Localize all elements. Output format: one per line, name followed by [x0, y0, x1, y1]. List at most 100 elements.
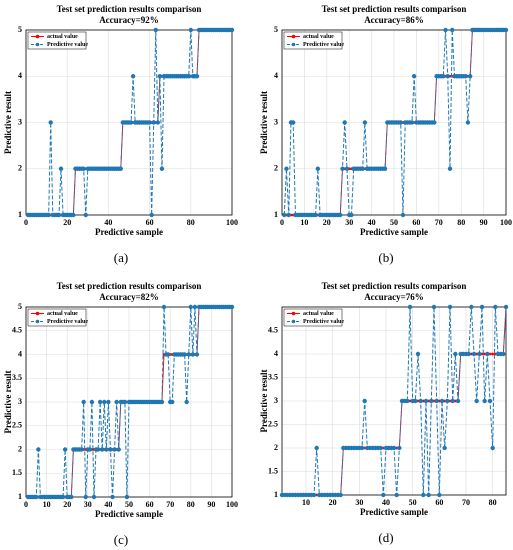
data-point [463, 74, 468, 79]
data-point [91, 494, 97, 500]
legend-marker [35, 42, 40, 47]
y-axis-label: Predictive result [3, 91, 13, 154]
x-tick-label: 0 [24, 500, 28, 509]
legend-marker [291, 42, 296, 47]
x-tick-label: 90 [207, 500, 215, 509]
x-tick-label: 20 [63, 218, 71, 227]
data-point [36, 447, 41, 452]
x-tick-label: 40 [104, 218, 112, 227]
data-point [311, 492, 317, 498]
data-point [338, 212, 343, 218]
data-point [487, 398, 493, 404]
y-tick-label: 2 [18, 444, 22, 453]
panel-label: (a) [114, 250, 128, 265]
data-point [282, 212, 287, 218]
x-tick-label: 40 [104, 500, 112, 509]
x-tick-label: 30 [355, 498, 363, 507]
data-point [165, 352, 171, 357]
data-point [58, 166, 64, 171]
plot-frame [281, 29, 507, 216]
y-tick-label: 2.5 [268, 419, 278, 428]
data-point [170, 399, 175, 405]
x-axis-label: Predictive sample [95, 509, 163, 519]
data-point [81, 399, 86, 405]
data-point [359, 445, 365, 451]
y-tick-label: 3.5 [268, 372, 278, 381]
data-point [442, 445, 447, 451]
data-point [128, 120, 134, 125]
x-tick-label: 20 [329, 498, 337, 507]
data-point [398, 120, 403, 125]
data-point [409, 120, 415, 125]
legend-label: Predictive value [303, 319, 344, 325]
x-tick-label: 60 [146, 500, 154, 509]
y-tick-label: 4 [18, 71, 22, 80]
chart-title: Test set prediction results comparison [322, 281, 467, 291]
data-point [434, 398, 439, 404]
x-tick-label: 30 [345, 218, 353, 227]
data-point [394, 492, 399, 498]
data-point [147, 120, 152, 125]
data-point [114, 399, 119, 405]
x-tick-label: 80 [457, 218, 465, 227]
legend-label: Predictive value [47, 42, 88, 48]
data-point [108, 447, 113, 452]
data-point [83, 212, 88, 218]
x-tick-label: 10 [300, 218, 308, 227]
y-tick-label: 2 [18, 164, 22, 173]
data-point [423, 398, 429, 404]
data-point [110, 494, 115, 500]
y-tick-label: 3 [274, 117, 278, 126]
data-point [192, 304, 198, 310]
y-tick-label: 4.5 [268, 325, 278, 334]
data-point [159, 166, 165, 171]
data-point [466, 351, 471, 357]
x-tick-label: 50 [125, 500, 133, 509]
data-point [89, 399, 95, 405]
x-tick-label: 10 [302, 498, 310, 507]
y-tick-label: 1.5 [12, 468, 22, 477]
data-point [503, 304, 509, 310]
y-tick-label: 5 [18, 25, 22, 34]
plot-area [282, 27, 509, 218]
data-point [34, 494, 39, 500]
data-point [445, 398, 450, 404]
data-point [491, 352, 495, 356]
x-tick-label: 100 [226, 218, 238, 227]
x-tick-label: 80 [187, 218, 195, 227]
y-tick-label: 4.5 [12, 326, 22, 335]
data-point [229, 304, 235, 310]
y-tick-label: 5 [18, 302, 22, 311]
x-tick-label: 40 [368, 218, 376, 227]
data-point [382, 166, 388, 171]
data-point [413, 398, 418, 404]
data-point [338, 492, 343, 498]
data-point [391, 445, 397, 451]
data-point [503, 27, 509, 33]
data-point [432, 120, 437, 125]
x-tick-label: 50 [409, 498, 417, 507]
data-point [95, 447, 101, 452]
data-point [81, 166, 86, 171]
data-point [124, 494, 130, 500]
plot-area [25, 27, 235, 218]
legend-marker [291, 34, 296, 39]
x-tick-label: 70 [462, 498, 470, 507]
data-point [149, 212, 154, 218]
x-tick-label: 10 [43, 500, 51, 509]
y-tick-label: 2 [274, 164, 278, 173]
x-tick-label: 20 [63, 500, 71, 509]
data-point [362, 398, 367, 404]
y-tick-label: 1 [18, 492, 22, 501]
data-point [157, 74, 163, 79]
data-point [431, 304, 437, 310]
data-point [56, 212, 62, 218]
data-point [477, 351, 482, 357]
data-point [229, 27, 235, 33]
y-tick-label: 1 [274, 210, 278, 219]
data-point [415, 351, 421, 357]
plot-area [279, 304, 509, 498]
x-tick-label: 80 [187, 500, 195, 509]
panel-label: (b) [378, 250, 393, 265]
data-point [411, 74, 417, 79]
